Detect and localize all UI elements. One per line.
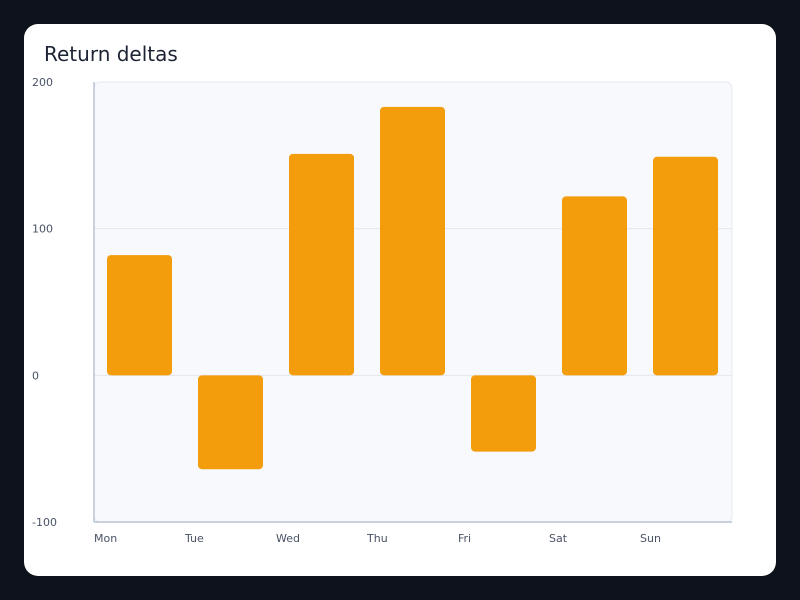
y-tick-label: 200	[32, 76, 53, 89]
bar-mon	[107, 255, 172, 376]
bar-wed	[289, 153, 354, 376]
bar-thu	[380, 106, 445, 376]
x-tick-label: Wed	[276, 532, 300, 545]
y-tick-label: 0	[32, 369, 39, 382]
y-tick-labels: -100 0 100 200	[32, 76, 57, 529]
x-tick-label: Sun	[640, 532, 661, 545]
x-tick-label: Sat	[549, 532, 568, 545]
y-tick-label: 100	[32, 223, 53, 236]
x-tick-labels: Mon Tue Wed Thu Fri Sat Sun	[94, 532, 661, 545]
x-tick-label: Thu	[366, 532, 388, 545]
x-tick-label: Fri	[458, 532, 471, 545]
bars	[107, 106, 718, 470]
bar-fri	[471, 375, 536, 452]
y-tick-label: -100	[32, 516, 57, 529]
bar-chart: -100 0 100 200 Mon Tue Wed Thu Fri Sat Sun	[32, 76, 733, 545]
chart-title: Return deltas	[44, 42, 178, 66]
x-tick-label: Tue	[184, 532, 204, 545]
bar-sun	[653, 156, 718, 376]
bar-tue	[198, 375, 263, 470]
bar-sat	[562, 196, 627, 376]
chart-card: Return deltas -100 0 100 200 Mon Tue Wed Thu Fr…	[24, 24, 776, 576]
x-tick-label: Mon	[94, 532, 117, 545]
